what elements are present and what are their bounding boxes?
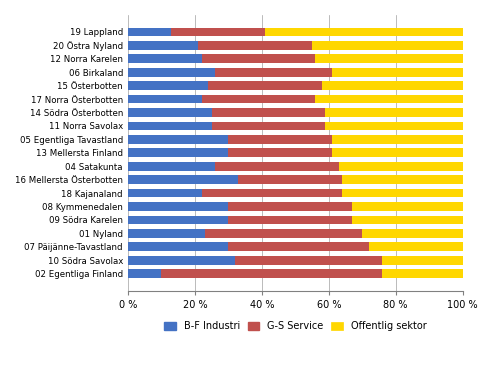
Bar (161, 269, 383, 278)
Bar (128, 162, 215, 171)
Bar (205, 229, 362, 238)
Bar (228, 135, 332, 144)
Bar (228, 215, 352, 224)
Bar (128, 149, 228, 157)
Bar (265, 27, 463, 36)
Bar (228, 242, 369, 251)
Bar (128, 229, 205, 238)
Bar (211, 122, 325, 130)
Bar (332, 149, 463, 157)
Bar (325, 108, 463, 117)
Bar (128, 202, 228, 211)
Bar (238, 175, 342, 184)
Bar (172, 27, 265, 36)
Bar (128, 68, 215, 76)
Bar (342, 189, 463, 198)
Bar (352, 215, 463, 224)
Bar (352, 202, 463, 211)
Bar (128, 122, 211, 130)
Bar (128, 269, 161, 278)
Bar (325, 122, 463, 130)
Bar (202, 95, 316, 103)
Bar (128, 108, 211, 117)
Bar (362, 229, 463, 238)
Bar (198, 41, 312, 50)
Bar (316, 54, 463, 63)
Bar (235, 256, 383, 264)
Bar (128, 242, 228, 251)
Bar (339, 162, 463, 171)
Bar (128, 175, 238, 184)
Bar (228, 149, 332, 157)
Bar (128, 135, 228, 144)
Bar (228, 202, 352, 211)
Bar (211, 108, 325, 117)
Bar (128, 215, 228, 224)
Bar (332, 135, 463, 144)
Bar (128, 95, 202, 103)
Legend: B-F Industri, G-S Service, Offentlig sektor: B-F Industri, G-S Service, Offentlig sek… (160, 318, 430, 335)
Bar (369, 242, 463, 251)
Bar (128, 27, 172, 36)
Bar (202, 189, 342, 198)
Bar (128, 54, 202, 63)
Bar (332, 68, 463, 76)
Bar (383, 256, 463, 264)
Bar (128, 81, 208, 90)
Bar (215, 68, 332, 76)
Bar (312, 41, 463, 50)
Bar (202, 54, 316, 63)
Bar (128, 41, 198, 50)
Bar (208, 81, 322, 90)
Bar (322, 81, 463, 90)
Bar (316, 95, 463, 103)
Bar (128, 256, 235, 264)
Bar (383, 269, 463, 278)
Bar (215, 162, 339, 171)
Bar (128, 189, 202, 198)
Bar (342, 175, 463, 184)
